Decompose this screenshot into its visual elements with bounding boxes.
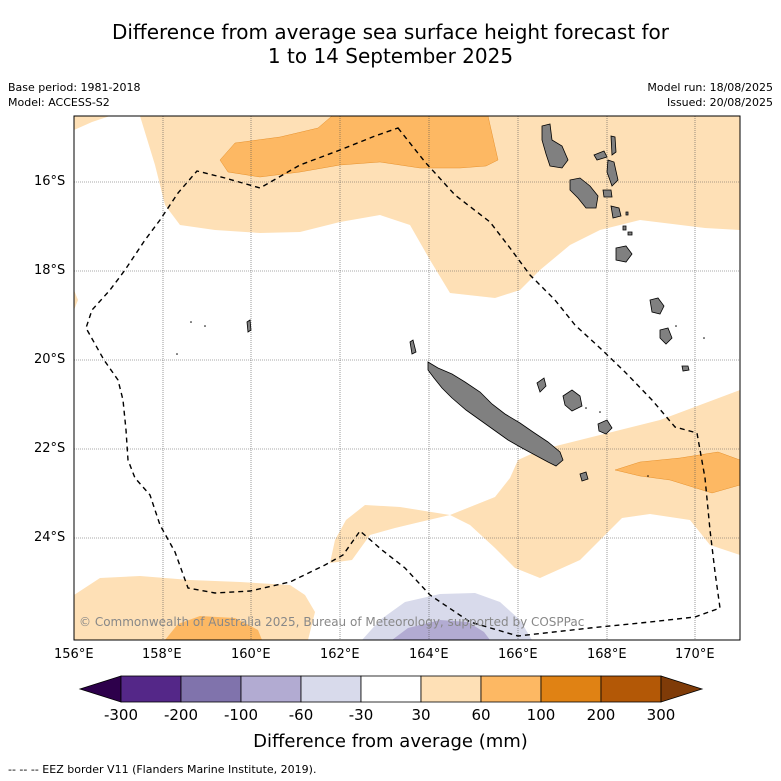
colorbar-tick-label: -100 [223, 706, 259, 724]
colorbar-segment [120, 675, 182, 703]
title-line-1: Difference from average sea surface heig… [111, 20, 670, 44]
contour-30-60-southeast [330, 390, 740, 578]
lon-label-166e: 166°E [498, 647, 538, 662]
lon-label-162e: 162°E [320, 647, 360, 662]
vanuatu-small-3 [625, 211, 629, 216]
gridlines [74, 116, 740, 640]
colorbar-segment [360, 675, 422, 703]
lon-label-158e: 158°E [142, 647, 182, 662]
colorbar-segment [180, 675, 242, 703]
colorbar-tick-label: 30 [411, 706, 431, 724]
footnote-eez: -- -- -- EEZ border V11 (Flanders Marine… [8, 763, 317, 776]
lon-label-160e: 160°E [231, 647, 271, 662]
colorbar-segment [420, 675, 482, 703]
colorbar [78, 675, 704, 703]
title-line-2: 1 to 14 September 2025 [267, 44, 514, 68]
vanuatu-malekula [569, 177, 599, 209]
colorbar-high-extension [660, 675, 704, 703]
issued-text: Issued: 20/08/2025 [666, 96, 773, 109]
lat-label-20s: 20°S [34, 352, 66, 367]
contour-30-60-west-edge [74, 290, 78, 310]
colorbar-segment [300, 675, 362, 703]
land-masses [246, 123, 690, 482]
vanuatu-espiritu-santo [541, 123, 569, 169]
lat-label-18s: 18°S [34, 263, 66, 278]
vanuatu-efate [615, 245, 633, 263]
colorbar-tick-label: 100 [526, 706, 556, 724]
colorbar-tick-label: -300 [103, 706, 139, 724]
model-text: Model: ACCESS-S2 [8, 96, 110, 109]
contour-60-100-east [614, 451, 740, 494]
loyalty-island-mare [597, 419, 613, 435]
model-run-text: Model run: 18/08/2025 [647, 81, 773, 94]
lon-label-168e: 168°E [587, 647, 627, 662]
eez-border [85, 127, 721, 637]
chart-title: Difference from average sea surface heig… [0, 20, 781, 68]
lat-label-24s: 24°S [34, 530, 66, 545]
vanuatu-erromango [649, 297, 665, 315]
chesterfield-islet [246, 319, 252, 333]
colorbar-tick-label: 300 [646, 706, 676, 724]
lon-label-170e: 170°E [675, 647, 715, 662]
map-frame [73, 115, 741, 641]
meta-right: Model run: 18/08/2025 Issued: 20/08/2025 [647, 80, 773, 110]
colorbar-segment [540, 675, 602, 703]
contour-60-100-north [219, 116, 499, 178]
lat-label-22s: 22°S [34, 441, 66, 456]
vanuatu-small-2 [627, 231, 633, 236]
colorbar-segment [480, 675, 542, 703]
colorbar-tick-label: -200 [163, 706, 199, 724]
loyalty-island-lifou [562, 389, 583, 412]
isle-of-pines [579, 471, 589, 482]
vanuatu-tanna [659, 327, 673, 345]
vanuatu-epi [610, 205, 622, 219]
contour-neg-30-60 [362, 593, 532, 640]
lat-label-16s: 16°S [34, 174, 66, 189]
colorbar-title: Difference from average (mm) [253, 731, 528, 752]
contour-60-100-southwest [165, 616, 262, 640]
vanuatu-pentecost [606, 159, 619, 187]
loyalty-island-ouvea [536, 377, 547, 393]
base-period-text: Base period: 1981-2018 [8, 81, 141, 94]
meta-left: Base period: 1981-2018 Model: ACCESS-S2 [8, 80, 140, 110]
vanuatu-ambae [593, 150, 608, 161]
belep-islands [409, 339, 417, 355]
vanuatu-small-1 [622, 225, 627, 231]
reef-dots [176, 321, 705, 477]
contour-30-60-southwest [74, 576, 315, 640]
colorbar-tick-label: -30 [348, 706, 374, 724]
lon-label-164e: 164°E [409, 647, 449, 662]
colorbar-segment [240, 675, 302, 703]
colorbar-low-extension [78, 675, 122, 703]
colorbar-tick-label: 200 [586, 706, 616, 724]
lon-label-156e: 156°E [54, 647, 94, 662]
copyright-text: © Commonwealth of Australia 2025, Bureau… [79, 615, 585, 629]
colorbar-tick-label: -60 [288, 706, 314, 724]
contour-neg-60-100 [392, 620, 490, 640]
vanuatu-maewo [610, 135, 617, 156]
vanuatu-ambrym [602, 189, 613, 198]
vanuatu-aneityum [681, 365, 690, 372]
colorbar-segment [600, 675, 662, 703]
new-caledonia-island [427, 361, 564, 467]
colorbar-tick-label: 60 [471, 706, 491, 724]
